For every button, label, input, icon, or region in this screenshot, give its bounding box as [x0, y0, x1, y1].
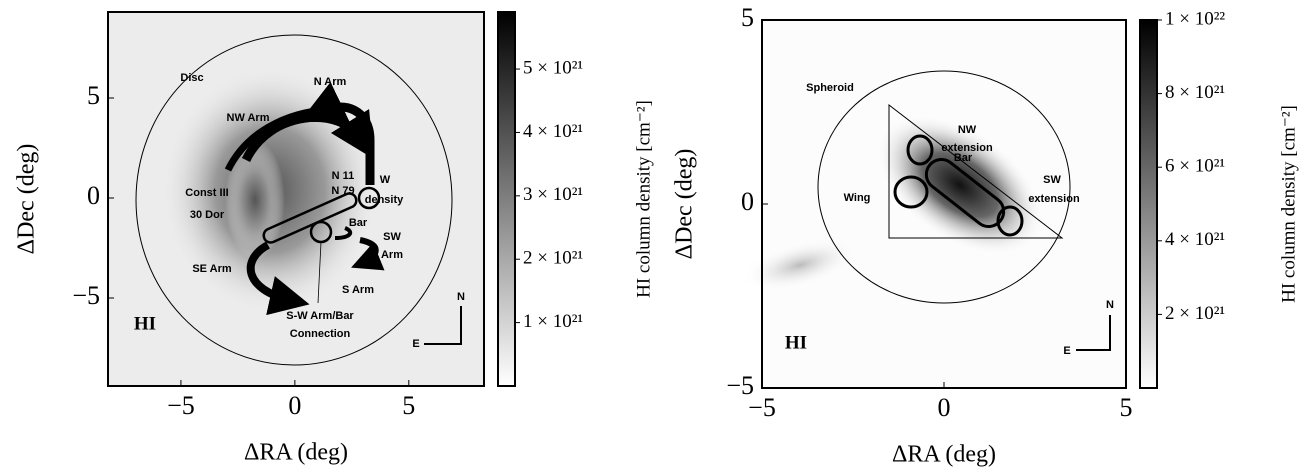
x-tick-label: 5 [1120, 393, 1133, 422]
colorbar-tick-label: 4 × 10²¹ [523, 121, 583, 142]
x-tick-label: 0 [938, 393, 951, 422]
colorbar-tick-label: 5 × 10²¹ [523, 57, 583, 78]
y-axis-label: ΔDec (deg) [14, 144, 40, 255]
annotation: W [380, 174, 391, 186]
annotation: S Arm [342, 284, 374, 296]
y-tick-label: 5 [741, 3, 754, 32]
y-axis-label: ΔDec (deg) [672, 149, 698, 260]
colorbar-label: HI column density [cm⁻²] [1278, 105, 1299, 303]
colorbar-label: HI column density [cm⁻²] [633, 100, 654, 298]
colorbar-tick-label: 3 × 10²¹ [523, 184, 583, 205]
annotation: SE Arm [192, 263, 232, 275]
annotation: SW [383, 231, 401, 243]
left-image [108, 12, 484, 386]
annotation: E [1063, 345, 1070, 357]
plot-frame [107, 11, 485, 387]
colorbar-tick-label: 4 × 10²¹ [1165, 229, 1225, 250]
annotation: 30 Dor [190, 209, 225, 221]
x-tick-label: 5 [402, 391, 415, 420]
y-tick-label: 0 [741, 187, 754, 216]
colorbar-tick-label: 1 × 10²² [1165, 8, 1225, 29]
colorbar [1139, 19, 1158, 389]
annotation: Wing [844, 192, 871, 204]
annotation: Const III [185, 187, 228, 199]
annotation: S-W Arm/Bar [286, 310, 354, 322]
x-tick-label: −5 [167, 391, 195, 420]
annotation: Spheroid [806, 82, 854, 94]
y-tick-label: 0 [87, 181, 100, 210]
colorbar-tick-label: 2 × 10²¹ [523, 248, 583, 269]
annotation: N Arm [314, 76, 347, 88]
annotation: HI [134, 313, 156, 334]
annotation: N 79 [331, 185, 354, 197]
annotation: N 11 [332, 170, 355, 182]
colorbar-tick-label: 8 × 10²¹ [1165, 82, 1225, 103]
colorbar-tick-label: 6 × 10²¹ [1165, 156, 1225, 177]
annotation: Arm [381, 249, 403, 261]
colorbar-tick-label: 1 × 10²¹ [523, 311, 583, 332]
annotation: extension [941, 142, 993, 154]
annotation: N [457, 291, 465, 303]
annotation: NW [958, 124, 977, 136]
x-axis-label: ΔRA (deg) [244, 440, 348, 466]
annotation: Connection [290, 328, 351, 340]
annotation: density [365, 194, 404, 206]
annotation: E [412, 338, 419, 350]
y-tick-label: 5 [87, 81, 100, 110]
y-tick-label: −5 [726, 371, 754, 400]
y-tick-label: −5 [72, 281, 100, 310]
annotation: Bar [349, 217, 368, 229]
x-tick-label: 0 [288, 391, 301, 420]
colorbar-tick-label: 2 × 10²¹ [1165, 303, 1225, 324]
x-axis-label: ΔRA (deg) [892, 442, 996, 468]
annotation: NW Arm [227, 112, 270, 124]
right-image [741, 20, 1126, 388]
annotation: N [1106, 299, 1114, 311]
x-tick-label: −5 [748, 393, 776, 422]
annotation: HI [785, 332, 807, 353]
colorbar [497, 11, 516, 387]
annotation: Disc [180, 72, 203, 84]
annotation: SW [1043, 174, 1061, 186]
annotation: Bar [954, 152, 973, 164]
annotation: extension [1028, 193, 1080, 205]
